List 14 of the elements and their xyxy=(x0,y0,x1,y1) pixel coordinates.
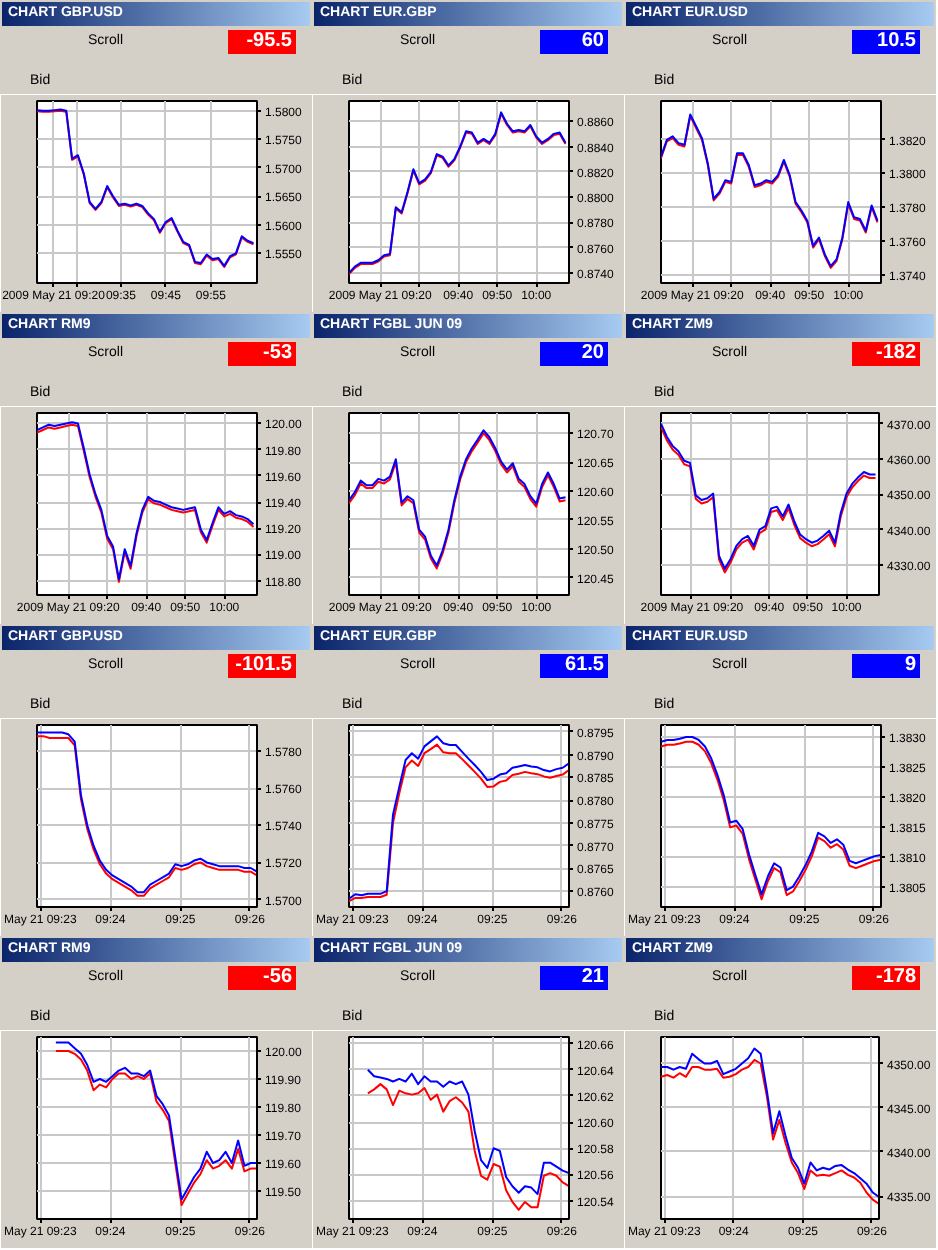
text: 20 xyxy=(540,342,608,366)
text: -95.5 xyxy=(228,30,296,54)
line-series xyxy=(366,1068,569,1196)
text: 61.5 xyxy=(540,654,608,678)
text: 9 xyxy=(852,654,920,678)
line-series xyxy=(366,1083,569,1211)
text: -53 xyxy=(228,342,296,366)
text: -178 xyxy=(852,966,920,990)
text: 10.5 xyxy=(852,30,920,54)
text: -101.5 xyxy=(228,654,296,678)
text: -56 xyxy=(228,966,296,990)
text: -182 xyxy=(852,342,920,366)
text: 21 xyxy=(540,966,608,990)
text: 60 xyxy=(540,30,608,54)
